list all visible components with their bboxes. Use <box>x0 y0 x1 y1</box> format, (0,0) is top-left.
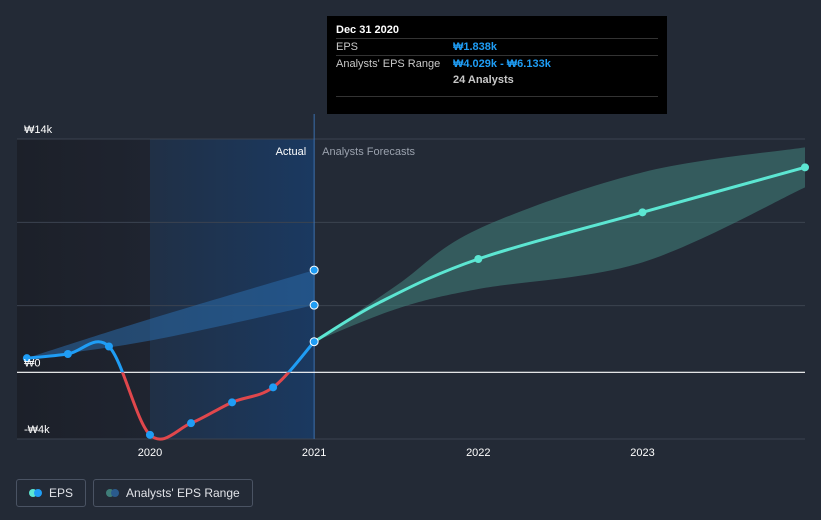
eps-actual-point-5 <box>228 398 237 407</box>
legend-eps-button[interactable]: EPS <box>16 479 87 507</box>
range-low-point <box>309 300 319 310</box>
eps-actual-point-2 <box>104 342 113 351</box>
eps-forecast-point-2 <box>474 255 483 263</box>
tooltip-range-value: ₩4.029k - ₩6.133k <box>453 58 551 70</box>
eps-legend-swatch-icon <box>29 489 42 497</box>
eps-actual-line-positive <box>26 340 316 373</box>
tooltip-eps-label: EPS <box>336 41 359 53</box>
eps-forecast-point-3 <box>638 208 647 217</box>
forecast-range-band <box>314 147 805 342</box>
eps-forecast-line <box>313 165 806 343</box>
eps-actual-point-7 <box>309 337 319 347</box>
tooltip-analysts-count: 24 Analysts <box>453 74 514 86</box>
tooltip-analysts-row: 24 Analysts <box>336 72 658 97</box>
range-legend-swatch-icon <box>106 489 120 497</box>
eps-actual-point-6 <box>269 383 278 392</box>
eps-actual-point-0 <box>22 354 31 363</box>
range-high-point <box>309 265 319 275</box>
tooltip-date: Dec 31 2020 <box>336 24 399 36</box>
y-tick-label-0: ₩14k <box>24 124 53 136</box>
tooltip-eps-row: EPS ₩1.838k <box>336 38 658 55</box>
y-tick-label-1: ₩0 <box>24 357 41 369</box>
chart-legend: EPS Analysts' EPS Range <box>16 479 253 507</box>
tooltip-range-row: Analysts' EPS Range ₩4.029k - ₩6.133k <box>336 55 658 72</box>
chart-tooltip: Dec 31 2020 EPS ₩1.838k Analysts' EPS Ra… <box>327 16 667 114</box>
forecast-region-label: Analysts Forecasts <box>322 146 415 158</box>
x-tick-label-3: 2023 <box>630 447 654 459</box>
eps-actual-line-negative <box>120 372 291 441</box>
x-tick-label-1: 2021 <box>302 447 326 459</box>
eps-actual-point-3 <box>145 430 154 439</box>
tooltip-eps-value: ₩1.838k <box>453 41 498 53</box>
eps-actual-point-4 <box>187 419 196 428</box>
actual-region-label: Actual <box>276 146 307 158</box>
tooltip-range-label: Analysts' EPS Range <box>336 58 441 70</box>
past-range-band <box>26 270 315 359</box>
legend-eps-label: EPS <box>49 486 74 500</box>
eps-forecast-point-4 <box>801 163 809 172</box>
x-tick-label-2: 2022 <box>466 447 490 459</box>
legend-range-button[interactable]: Analysts' EPS Range <box>93 479 253 507</box>
legend-range-label: Analysts' EPS Range <box>126 486 240 500</box>
y-tick-label-2: -₩4k <box>24 424 50 436</box>
eps-actual-point-1 <box>63 350 72 358</box>
x-tick-label-0: 2020 <box>138 447 162 459</box>
